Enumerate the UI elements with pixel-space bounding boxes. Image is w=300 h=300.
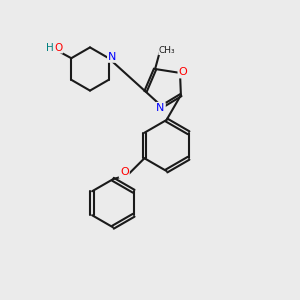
Text: H: H	[46, 43, 53, 53]
Text: N: N	[156, 103, 165, 113]
Text: O: O	[120, 167, 129, 177]
Text: CH₃: CH₃	[159, 46, 176, 55]
Text: O: O	[54, 43, 62, 53]
Text: N: N	[108, 52, 116, 62]
Text: O: O	[178, 67, 188, 77]
